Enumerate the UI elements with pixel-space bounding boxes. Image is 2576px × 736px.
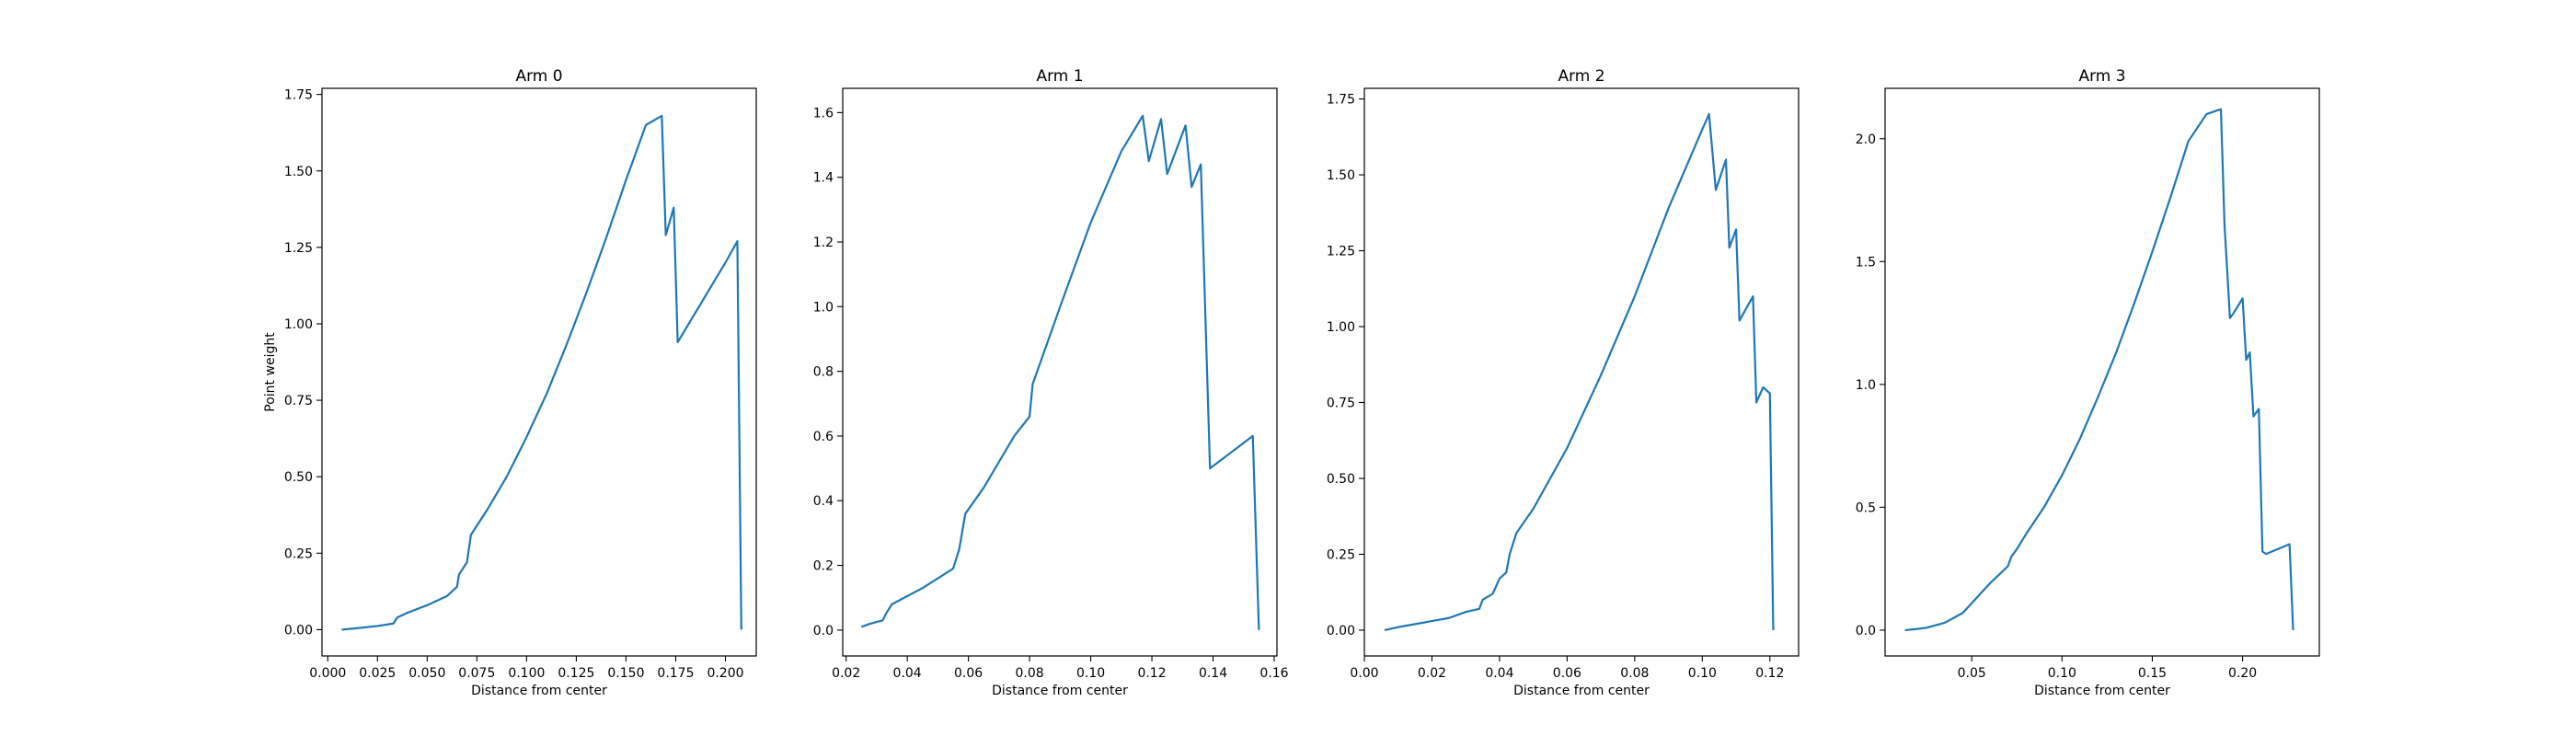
x-tick-label: 0.04	[893, 666, 922, 681]
chart-panel-3: 0.05 0.10 0.15 0.20 0.0 0.5 1.0 1.5 2.0 Arm 3 Dist…	[1856, 67, 2320, 698]
y-tick-label: 1.75	[1327, 93, 1355, 108]
y-tick-label: 1.6	[813, 106, 834, 121]
y-tick-label: 1.0	[1856, 378, 1876, 393]
y-tick-label: 0.6	[813, 430, 834, 444]
y-tick-label: 1.75	[284, 88, 313, 103]
x-tick-label: 0.06	[1553, 666, 1581, 681]
y-tick-label: 1.00	[1327, 320, 1355, 335]
x-tick-label: 0.125	[558, 666, 594, 681]
x-tick-label: 0.150	[607, 666, 644, 681]
y-tick-label: 0.75	[1327, 396, 1355, 410]
y-tick-label: 1.0	[813, 300, 834, 315]
x-axis-label: Distance from center	[2034, 684, 2170, 698]
chart-title: Arm 1	[1036, 67, 1083, 86]
y-tick-label: 0.0	[1856, 624, 1876, 638]
x-tick-label: 0.02	[1418, 666, 1446, 681]
chart-title: Arm 0	[515, 67, 562, 86]
chart-panel-2: 0.00 0.02 0.04 0.06 0.08 0.10 0.12 0.00 0.25 0.50…	[1327, 67, 1800, 698]
data-line	[1904, 108, 2294, 632]
data-line	[860, 114, 1260, 630]
x-tick-label: 0.10	[1076, 666, 1105, 681]
x-tick-label: 0.06	[954, 666, 983, 681]
y-axis-label: Point weight	[263, 332, 278, 412]
y-tick-label: 0.25	[284, 546, 313, 561]
x-tick-label: 0.100	[508, 666, 545, 681]
y-tick-label: 0.8	[813, 365, 834, 380]
y-tick-label: 1.25	[1327, 245, 1355, 259]
data-line	[341, 114, 742, 631]
x-tick-label: 0.02	[832, 666, 860, 681]
axes-frame	[842, 87, 1278, 657]
y-tick-label: 0.00	[1327, 624, 1355, 638]
chart-title: Arm 2	[1558, 67, 1604, 86]
x-tick-label: 0.12	[1755, 666, 1784, 681]
x-tick-label: 0.16	[1259, 666, 1288, 681]
x-axis-label: Distance from center	[471, 684, 607, 698]
y-tick-label: 0.5	[1856, 500, 1876, 515]
y-tick-label: 0.2	[813, 559, 834, 574]
x-tick-label: 0.050	[408, 666, 445, 681]
x-axis-label: Distance from center	[1513, 684, 1650, 698]
x-tick-label: 0.175	[657, 666, 694, 681]
y-tick-label: 1.00	[284, 317, 313, 332]
y-tick-label: 0.4	[813, 494, 834, 509]
y-tick-label: 1.50	[284, 165, 313, 179]
x-tick-label: 0.08	[1016, 666, 1044, 681]
x-tick-label: 0.000	[309, 666, 346, 681]
y-tick-label: 1.2	[813, 236, 834, 250]
x-tick-label: 0.04	[1485, 666, 1513, 681]
y-tick-label: 0.25	[1327, 547, 1355, 562]
x-axis-label: Distance from center	[992, 684, 1128, 698]
y-tick-label: 2.0	[1856, 132, 1876, 147]
axes-frame	[1363, 87, 1800, 657]
x-tick-label: 0.08	[1620, 666, 1649, 681]
x-tick-label: 0.20	[2228, 666, 2257, 681]
x-tick-label: 0.12	[1137, 666, 1166, 681]
chart-title: Arm 3	[2078, 67, 2125, 86]
x-tick-label: 0.025	[359, 666, 396, 681]
x-tick-label: 0.075	[458, 666, 495, 681]
x-tick-label: 0.200	[707, 666, 743, 681]
y-tick-label: 1.5	[1856, 255, 1876, 270]
y-tick-label: 0.0	[813, 624, 834, 638]
x-tick-label: 0.15	[2138, 666, 2167, 681]
y-tick-label: 1.4	[813, 171, 834, 186]
x-tick-label: 0.05	[1958, 666, 1986, 681]
x-tick-label: 0.10	[2048, 666, 2076, 681]
chart-panel-0: 0.000 0.025 0.050 0.075 0.100 0.125 0.150 0.175…	[263, 67, 757, 698]
y-tick-label: 1.50	[1327, 168, 1355, 183]
y-tick-label: 0.50	[284, 470, 313, 485]
x-tick-label: 0.14	[1199, 666, 1227, 681]
x-tick-label: 0.10	[1688, 666, 1717, 681]
axes-frame	[321, 87, 757, 657]
y-tick-label: 0.00	[284, 623, 313, 638]
y-tick-label: 0.75	[284, 394, 313, 408]
x-tick-label: 0.00	[1350, 666, 1378, 681]
y-tick-label: 0.50	[1327, 472, 1355, 487]
chart-panel-1: 0.02 0.04 0.06 0.08 0.10 0.12 0.14 0.16 0.0 0.2 0.…	[813, 67, 1289, 698]
data-line	[1384, 112, 1775, 632]
y-tick-label: 1.25	[284, 241, 313, 256]
axes-frame	[1884, 87, 2320, 657]
